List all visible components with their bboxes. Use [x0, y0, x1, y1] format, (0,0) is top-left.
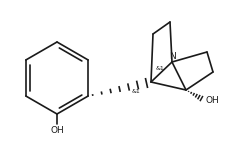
Text: &1: &1 — [132, 89, 141, 94]
Text: &1: &1 — [155, 66, 164, 71]
Text: OH: OH — [50, 126, 64, 135]
Text: N: N — [169, 52, 175, 61]
Text: OH: OH — [206, 95, 220, 104]
